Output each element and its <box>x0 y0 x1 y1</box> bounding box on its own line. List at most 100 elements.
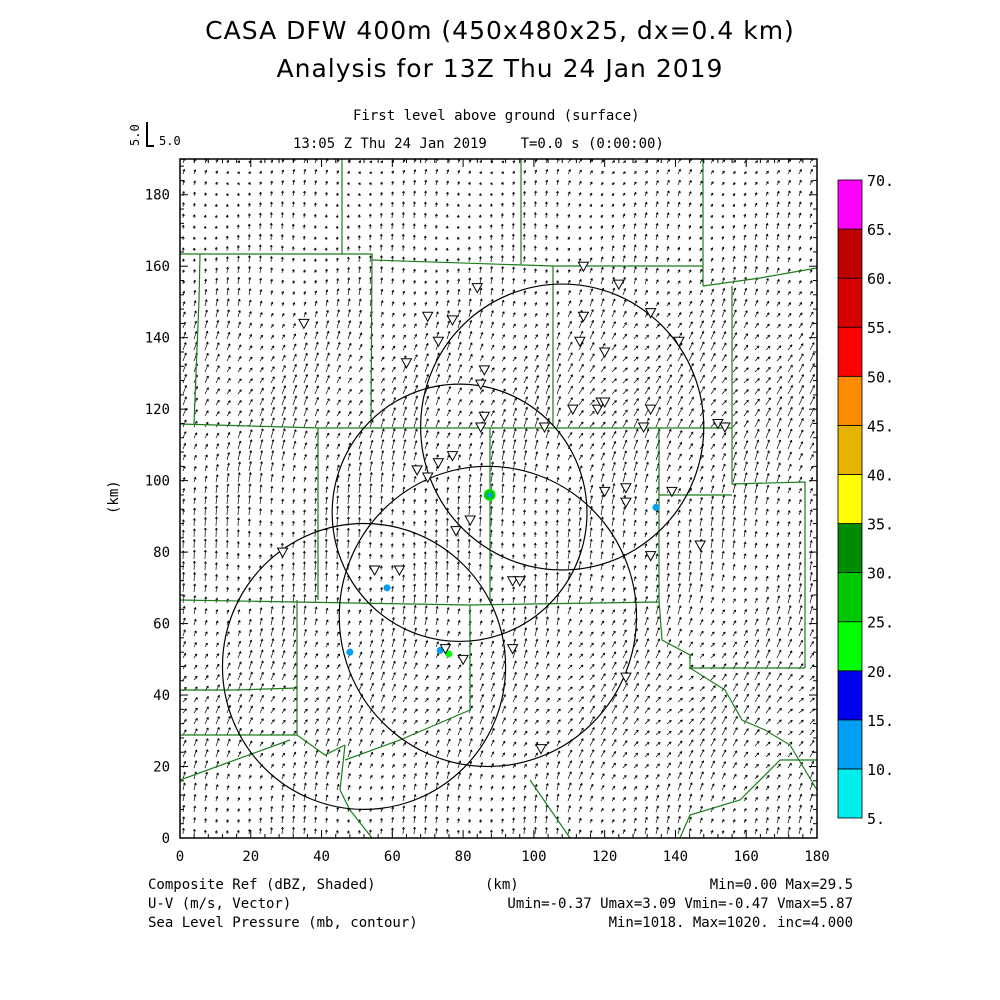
colorbar-swatch <box>837 474 863 524</box>
station-marker <box>598 347 611 359</box>
station-marker <box>421 472 434 484</box>
station-marker <box>673 336 685 348</box>
station-marker <box>506 576 519 587</box>
x-tick-label: 20 <box>242 849 259 865</box>
station-marker <box>368 565 381 577</box>
colorbar-label: 55. <box>867 319 894 337</box>
station-marker <box>577 311 590 323</box>
range-ring <box>338 465 638 768</box>
colorbar: 5. 10. 15. 20. 25. 30. 35. 40. 45. 50. 55. 60. 65. 70… <box>837 172 894 828</box>
reflectivity-echo <box>346 648 354 656</box>
station-marker <box>620 497 632 509</box>
colorbar-swatch <box>837 621 863 672</box>
y-tick-label: 20 <box>153 760 170 776</box>
footer-field-3: Sea Level Pressure (mb, contour) <box>148 915 418 931</box>
station-marker <box>513 576 526 587</box>
station-marker <box>393 565 406 577</box>
y-tick-label: 140 <box>145 331 170 347</box>
station-marker <box>411 465 423 476</box>
footer-stats-3: Min=1018. Max=1020. inc=4.000 <box>608 915 853 931</box>
footer-field-1: Composite Ref (dBZ, Shaded) <box>148 877 376 893</box>
colorbar-label: 20. <box>867 663 894 681</box>
reflectivity-echo <box>652 503 660 511</box>
colorbar-label: 30. <box>867 565 894 583</box>
colorbar-label: 15. <box>867 712 894 730</box>
reflectivity-echo <box>445 650 453 658</box>
ref-vector-arrow-base <box>146 145 154 147</box>
range-ring <box>420 283 705 571</box>
station-marker <box>457 654 469 666</box>
ref-vector-arrow <box>146 122 148 146</box>
station-marker <box>474 422 487 434</box>
station-marker <box>612 279 625 291</box>
range-ring <box>221 522 507 811</box>
colorbar-label: 40. <box>867 466 894 484</box>
reflectivity-echo <box>383 584 391 592</box>
footer-field-2: U-V (m/s, Vector) <box>148 896 292 912</box>
x-axis: 0 20 40 60 80 100 120 140 160 180 <box>176 159 830 865</box>
station-marker <box>446 451 459 462</box>
x-tick-label: 100 <box>521 849 546 865</box>
reflectivity-echoes <box>346 488 660 658</box>
y-tick-label: 120 <box>145 402 170 418</box>
x-tick-label: 120 <box>592 849 617 865</box>
station-marker <box>450 526 462 537</box>
station-marker <box>446 315 459 326</box>
colorbar-swatch <box>837 523 863 574</box>
colorbar-swatch <box>837 424 863 475</box>
colorbar-swatch <box>837 277 863 328</box>
county-line <box>180 687 298 691</box>
station-marker <box>506 644 519 655</box>
station-marker <box>478 365 491 376</box>
x-tick-label: 40 <box>313 849 330 865</box>
x-tick-label: 80 <box>455 849 472 865</box>
county-line <box>296 600 346 756</box>
range-ring <box>331 383 588 643</box>
x-tick-label: 180 <box>804 849 829 865</box>
station-marker <box>644 551 657 562</box>
county-line <box>339 744 373 838</box>
station-marker <box>598 397 611 409</box>
county-line <box>193 253 201 425</box>
station-marker <box>464 515 477 526</box>
y-tick-label: 60 <box>153 617 170 633</box>
footer-x-unit: (km) <box>485 877 519 893</box>
county-line <box>658 599 805 669</box>
county-line <box>180 739 291 781</box>
colorbar-label: 60. <box>867 270 894 288</box>
colorbar-label: 65. <box>867 221 894 239</box>
county-boundaries <box>180 159 817 838</box>
station-marker <box>276 547 289 559</box>
plot-frame <box>179 158 818 839</box>
county-line <box>180 423 732 429</box>
ref-vector-label: 5.0 <box>159 134 181 148</box>
y-axis: 0 20 40 60 80 100 120 140 160 180 <box>145 165 817 847</box>
station-marker <box>577 261 590 273</box>
colorbar-swatch <box>837 179 863 230</box>
colorbar-swatch <box>837 228 863 279</box>
x-tick-label: 140 <box>663 849 688 865</box>
county-line <box>702 267 817 287</box>
county-line <box>529 779 571 838</box>
y-tick-label: 0 <box>162 831 170 847</box>
colorbar-label: 45. <box>867 417 894 435</box>
y-axis-label: (km) <box>106 480 122 514</box>
colorbar-swatch <box>837 326 863 377</box>
station-marker <box>478 411 491 423</box>
y-tick-label: 180 <box>145 188 170 204</box>
analysis-subtitle: Analysis for 13Z Thu 24 Jan 2019 <box>276 54 724 83</box>
colorbar-swatch <box>837 375 863 426</box>
station-marker <box>644 404 657 416</box>
wind-vectors <box>181 159 815 835</box>
station-marker <box>666 486 678 498</box>
station-marker <box>474 379 487 391</box>
station-marker <box>719 422 731 434</box>
colorbar-swatch <box>837 670 863 721</box>
station-marker <box>637 422 650 434</box>
footer-stats-2: Umin=-0.37 Umax=3.09 Vmin=-0.47 Vmax=5.8… <box>507 896 853 912</box>
y-tick-label: 100 <box>145 474 170 490</box>
footer-stats-1: Min=0.00 Max=29.5 <box>709 877 853 893</box>
reflectivity-echo-core <box>487 492 493 498</box>
y-tick-label: 40 <box>153 688 170 704</box>
